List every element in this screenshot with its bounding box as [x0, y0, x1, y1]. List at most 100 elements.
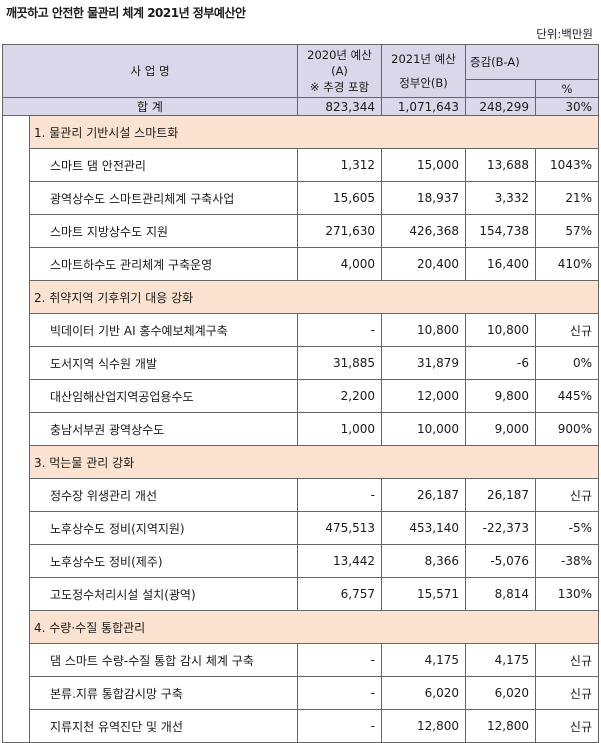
row-indent — [2, 676, 30, 710]
total-2021: 1,071,643 — [381, 97, 466, 116]
row-indent — [2, 643, 30, 677]
header-diff-blank — [465, 79, 536, 98]
project-name: 스마트 댐 안전관리 — [29, 148, 298, 182]
project-name: 노후상수도 정비(제주) — [29, 544, 298, 578]
section-header-row: 4. 수량·수질 통합관리 — [2, 610, 599, 644]
section-indent — [2, 115, 30, 149]
budget-2021: 31,879 — [381, 346, 466, 380]
row-indent — [2, 148, 30, 182]
budget-diff: -6 — [465, 346, 536, 380]
budget-2021: 12,000 — [381, 379, 466, 413]
budget-pct: 1043% — [535, 148, 599, 182]
project-name: 도서지역 식수원 개발 — [29, 346, 298, 380]
budget-2020: 6,757 — [297, 577, 382, 611]
project-name: 빅데이터 기반 AI 홍수예보체계구축 — [29, 313, 298, 347]
section-indent — [2, 610, 30, 644]
budget-2020: - — [297, 313, 382, 347]
budget-2020: 31,885 — [297, 346, 382, 380]
unit-label: 단위:백만원 — [536, 27, 593, 41]
budget-pct: 130% — [535, 577, 599, 611]
section-indent — [2, 445, 30, 479]
row-indent — [2, 247, 30, 281]
table-row: 스마트하수도 관리체계 구축운영 4,000 20,400 16,400 410% — [2, 247, 599, 281]
budget-2020: - — [297, 478, 382, 512]
total-row: 합 계 823,344 1,071,643 248,299 30% — [2, 97, 599, 116]
budget-2021: 10,800 — [381, 313, 466, 347]
table-row: 충남서부권 광역상수도 1,000 10,000 9,000 900% — [2, 412, 599, 446]
section-header-row: 3. 먹는물 관리 강화 — [2, 445, 599, 479]
budget-2020: - — [297, 676, 382, 710]
budget-2020: - — [297, 709, 382, 743]
table-row: 노후상수도 정비(지역지원) 475,513 453,140 -22,373 -5% — [2, 511, 599, 545]
project-name: 댐 스마트 수량-수질 통합 감시 체계 구축 — [29, 643, 298, 677]
row-indent — [2, 709, 30, 743]
budget-diff: -22,373 — [465, 511, 536, 545]
header-2021: 2021년 예산 정부안(B) — [381, 44, 466, 98]
section-header-row: 1. 물관리 기반시설 스마트화 — [2, 115, 599, 149]
budget-2020: 13,442 — [297, 544, 382, 578]
header-pct: % — [535, 79, 599, 98]
project-name: 광역상수도 스마트관리체계 구축사업 — [29, 181, 298, 215]
row-indent — [2, 214, 30, 248]
budget-table-body: 사 업 명 2020년 예산 (A) ※ 추경 포함 2021년 예산 정부안(… — [2, 44, 599, 743]
budget-pct: 신규 — [535, 643, 599, 677]
project-name: 대산임해산업지역공업용수도 — [29, 379, 298, 413]
budget-pct: 21% — [535, 181, 599, 215]
budget-diff: 4,175 — [465, 643, 536, 677]
header-2020-line1: 2020년 예산 — [307, 48, 372, 62]
table-row: 대산임해산업지역공업용수도 2,200 12,000 9,800 445% — [2, 379, 599, 413]
project-name: 충남서부권 광역상수도 — [29, 412, 298, 446]
document-title: 깨끗하고 안전한 물관리 체계 2021년 정부예산안 — [6, 6, 246, 20]
total-2020: 823,344 — [297, 97, 382, 116]
row-indent — [2, 181, 30, 215]
project-name: 스마트 지방상수도 지원 — [29, 214, 298, 248]
budget-2021: 15,000 — [381, 148, 466, 182]
budget-2021: 26,187 — [381, 478, 466, 512]
table-row: 광역상수도 스마트관리체계 구축사업 15,605 18,937 3,332 21% — [2, 181, 599, 215]
budget-2020: 15,605 — [297, 181, 382, 215]
row-indent — [2, 346, 30, 380]
row-indent — [2, 511, 30, 545]
project-name: 지류지천 유역진단 및 개선 — [29, 709, 298, 743]
project-name: 본류.지류 통합감시망 구축 — [29, 676, 298, 710]
budget-2021: 20,400 — [381, 247, 466, 281]
table-row: 정수장 위생관리 개선 -26,187 26,187 신규 — [2, 478, 599, 512]
header-row: 사 업 명 2020년 예산 (A) ※ 추경 포함 2021년 예산 정부안(… — [2, 44, 599, 98]
section-title: 1. 물관리 기반시설 스마트화 — [29, 115, 599, 149]
table-row: 고도정수처리시설 설치(광역) 6,757 15,571 8,814 130% — [2, 577, 599, 611]
budget-pct: 410% — [535, 247, 599, 281]
table-row: 도서지역 식수원 개발 31,885 31,879 -6 0% — [2, 346, 599, 380]
budget-2020: 1,312 — [297, 148, 382, 182]
budget-pct: 57% — [535, 214, 599, 248]
budget-diff: 3,332 — [465, 181, 536, 215]
row-indent — [2, 577, 30, 611]
budget-2020: 2,200 — [297, 379, 382, 413]
budget-2021: 18,937 — [381, 181, 466, 215]
budget-diff: 10,800 — [465, 313, 536, 347]
table-row: 스마트 지방상수도 지원 271,630 426,368 154,738 57% — [2, 214, 599, 248]
header-2020-line2: (A) — [331, 64, 348, 78]
budget-2021: 15,571 — [381, 577, 466, 611]
budget-2021: 12,800 — [381, 709, 466, 743]
row-indent — [2, 412, 30, 446]
header-diff: 증감(B-A) — [465, 44, 599, 80]
section-title: 2. 취약지역 기후위기 대응 강화 — [29, 280, 599, 314]
budget-2020: 1,000 — [297, 412, 382, 446]
budget-2021: 4,175 — [381, 643, 466, 677]
total-diff: 248,299 — [465, 97, 536, 116]
budget-2021: 426,368 — [381, 214, 466, 248]
row-indent — [2, 313, 30, 347]
table-row: 스마트 댐 안전관리 1,312 15,000 13,688 1043% — [2, 148, 599, 182]
header-2020: 2020년 예산 (A) ※ 추경 포함 — [297, 44, 382, 98]
budget-pct: 0% — [535, 346, 599, 380]
budget-2021: 8,366 — [381, 544, 466, 578]
project-name: 정수장 위생관리 개선 — [29, 478, 298, 512]
budget-pct: 900% — [535, 412, 599, 446]
total-pct: 30% — [535, 97, 599, 116]
budget-pct: 신규 — [535, 313, 599, 347]
table-row: 노후상수도 정비(제주) 13,442 8,366 -5,076 -38% — [2, 544, 599, 578]
budget-pct: -5% — [535, 511, 599, 545]
header-2021-line2: 정부안(B) — [399, 76, 448, 90]
budget-diff: -5,076 — [465, 544, 536, 578]
budget-diff: 13,688 — [465, 148, 536, 182]
